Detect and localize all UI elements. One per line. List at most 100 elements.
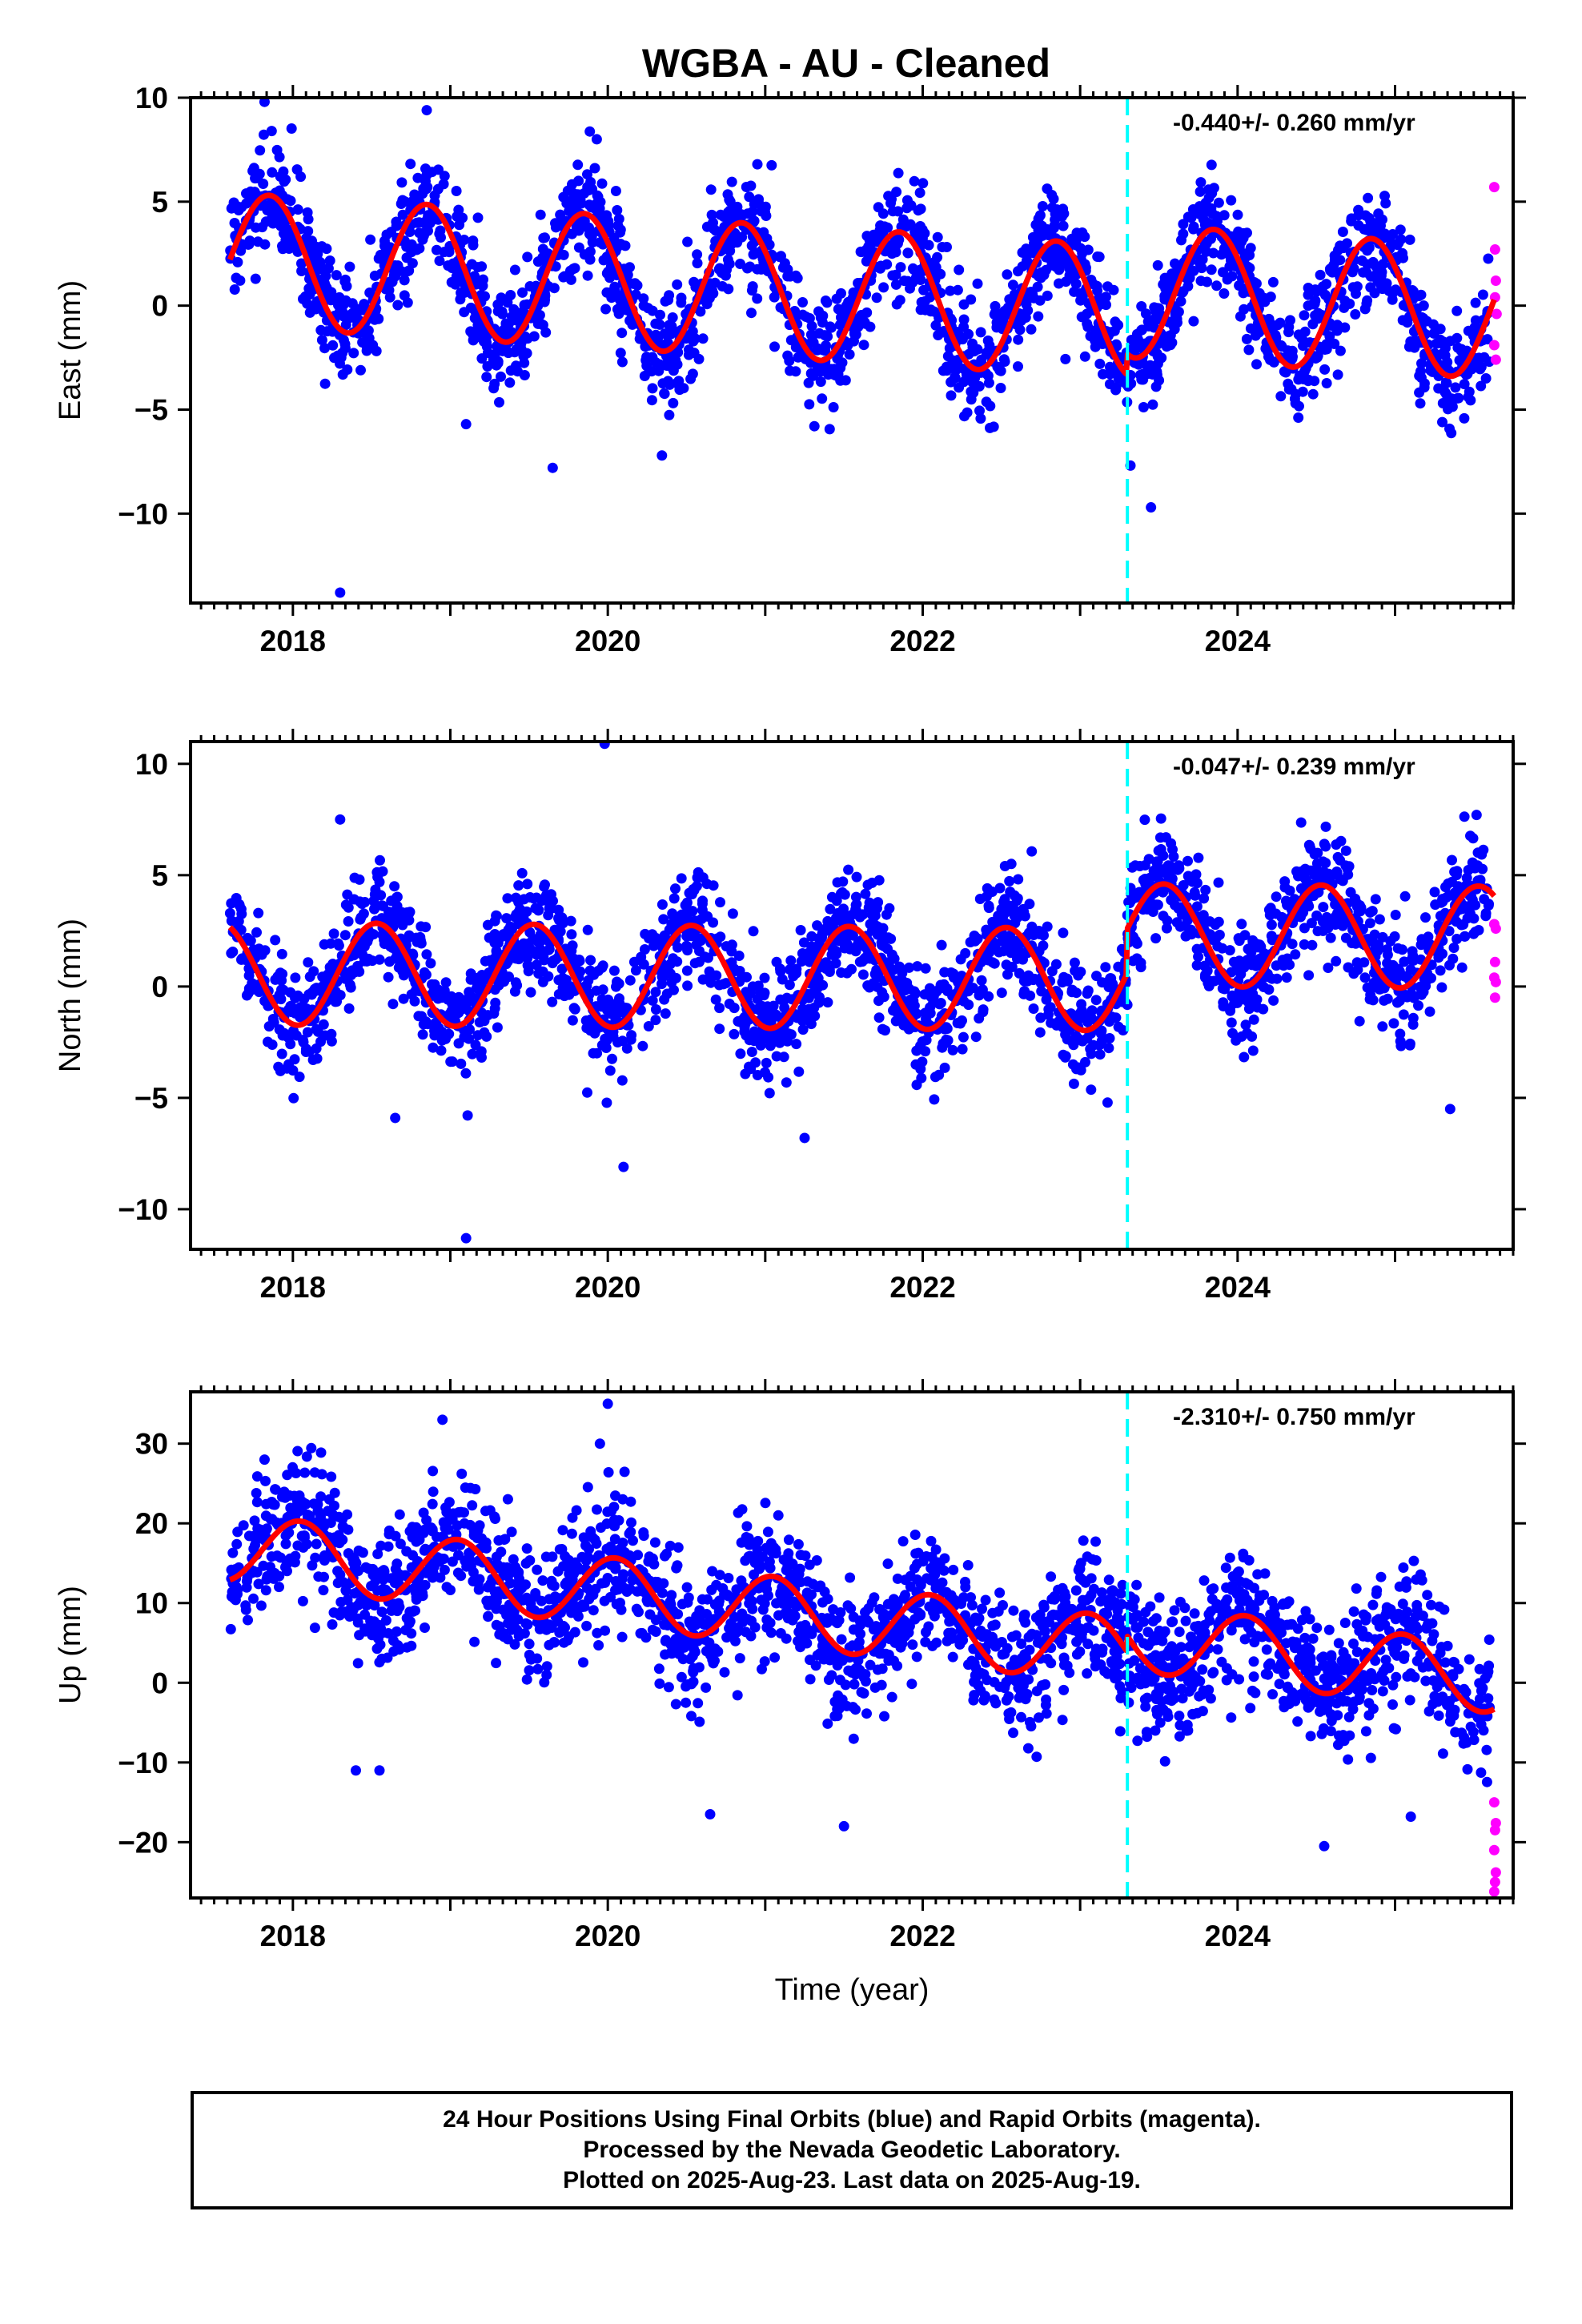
data-point [1395, 1028, 1406, 1039]
data-point [275, 220, 287, 231]
data-point [934, 1069, 945, 1080]
data-point [877, 1023, 888, 1035]
data-point [676, 297, 687, 308]
data-point [1086, 1084, 1097, 1096]
data-point [850, 904, 861, 915]
data-point [812, 344, 823, 356]
data-point [1058, 249, 1070, 260]
data-point [1268, 995, 1279, 1006]
data-point [1036, 267, 1047, 278]
data-point [768, 1000, 779, 1011]
data-point [806, 320, 817, 332]
data-point [1291, 866, 1302, 877]
data-point [565, 915, 576, 927]
data-point [670, 972, 681, 983]
data-point [1324, 331, 1335, 342]
data-point [747, 207, 758, 218]
data-point [957, 1015, 967, 1026]
data-point [569, 1003, 580, 1015]
data-point [934, 983, 946, 994]
data-point [647, 383, 658, 394]
data-point [331, 270, 342, 281]
data-point [553, 989, 564, 999]
data-point [1075, 1064, 1086, 1076]
data-point [1148, 865, 1159, 876]
model-curve [227, 192, 1497, 380]
data-point [343, 1003, 355, 1014]
data-point [983, 377, 994, 388]
data-point [685, 931, 697, 942]
data-point [975, 327, 986, 338]
data-point [1482, 334, 1493, 345]
data-point [710, 994, 721, 1005]
data-point [626, 1030, 637, 1041]
data-point [603, 215, 614, 227]
data-point [502, 893, 513, 904]
data-point [891, 299, 902, 310]
data-point [1104, 975, 1115, 986]
data-point [616, 328, 628, 339]
data-point [432, 183, 444, 195]
data-point [1443, 926, 1455, 937]
final-orbit-points [225, 1398, 1495, 1852]
data-point [683, 344, 694, 356]
data-point [988, 421, 999, 432]
data-point [1348, 263, 1359, 274]
data-point [320, 271, 331, 282]
data-point [361, 341, 372, 352]
data-point [1294, 400, 1304, 412]
data-point [511, 344, 522, 355]
data-point [415, 931, 426, 943]
outlier-point [460, 1232, 472, 1244]
data-point [375, 854, 385, 866]
data-point [890, 269, 901, 280]
data-point [689, 885, 700, 896]
data-point [1435, 897, 1447, 908]
data-point [1166, 895, 1177, 906]
data-point [1191, 959, 1203, 971]
data-point [921, 1035, 932, 1046]
data-point [1342, 863, 1353, 875]
data-point [960, 375, 971, 386]
data-point [259, 945, 271, 956]
data-point [835, 375, 846, 386]
data-point [1152, 899, 1163, 911]
data-point [1008, 936, 1019, 947]
y-tick-label: −5 [135, 1082, 168, 1115]
data-point [958, 314, 970, 325]
data-point [1367, 906, 1378, 917]
data-point [236, 908, 247, 919]
data-point [659, 388, 670, 400]
data-point [429, 1025, 440, 1036]
data-point [407, 258, 418, 269]
data-point [761, 1057, 772, 1068]
data-point [1126, 344, 1138, 355]
data-point [647, 995, 658, 1006]
data-point [604, 272, 616, 283]
data-point [1339, 296, 1351, 307]
data-point [424, 218, 436, 229]
data-point [638, 293, 649, 304]
data-point [453, 1038, 464, 1049]
data-point [774, 1029, 785, 1040]
data-point [1235, 311, 1246, 322]
data-point [670, 883, 681, 895]
data-point [765, 1040, 776, 1051]
data-point [983, 991, 994, 1002]
data-point [779, 995, 789, 1006]
data-point [1480, 373, 1492, 384]
data-point [615, 348, 626, 359]
data-point [1443, 890, 1455, 901]
data-point [383, 243, 395, 254]
data-point [1350, 938, 1361, 949]
data-point [511, 909, 522, 920]
data-point [797, 1015, 809, 1027]
data-point [1184, 872, 1195, 883]
rapid-orbit-points [1488, 919, 1501, 1003]
data-point [1219, 288, 1230, 299]
data-point [759, 987, 770, 999]
data-point [672, 279, 683, 290]
data-point [404, 907, 416, 918]
data-point [752, 293, 763, 304]
data-point [451, 186, 462, 196]
